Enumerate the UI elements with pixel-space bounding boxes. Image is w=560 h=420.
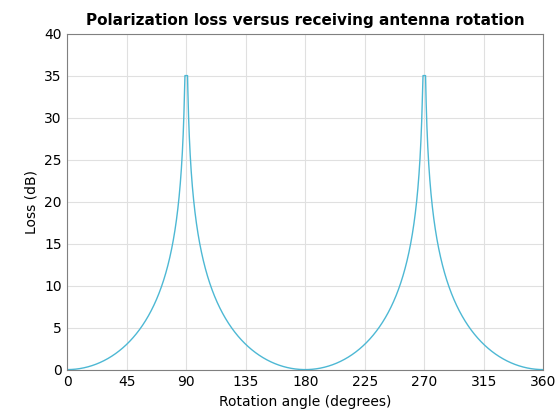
X-axis label: Rotation angle (degrees): Rotation angle (degrees) [219,395,391,409]
Title: Polarization loss versus receiving antenna rotation: Polarization loss versus receiving anten… [86,13,525,28]
Y-axis label: Loss (dB): Loss (dB) [25,170,39,234]
